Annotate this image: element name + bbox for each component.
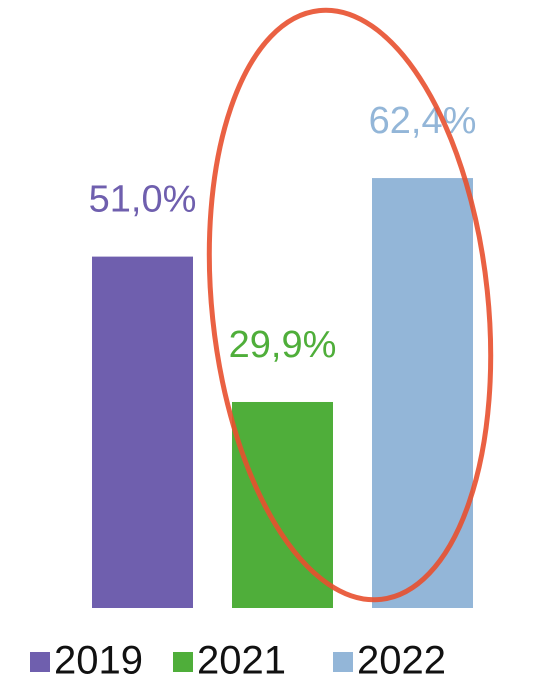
legend-label: 2021 <box>197 639 286 683</box>
bar <box>92 256 193 608</box>
value-label: 51,0% <box>89 179 197 221</box>
legend: 2019 2021 2022 <box>30 639 446 683</box>
legend-label: 2022 <box>357 639 446 683</box>
value-label: 62,4% <box>369 100 477 142</box>
legend-swatch <box>30 652 50 672</box>
legend-label: 2019 <box>54 639 143 683</box>
legend-swatch <box>333 652 353 672</box>
bar <box>372 178 473 608</box>
legend-swatch <box>173 652 193 672</box>
value-label: 29,9% <box>229 324 337 366</box>
highlight-ellipse <box>206 7 494 603</box>
